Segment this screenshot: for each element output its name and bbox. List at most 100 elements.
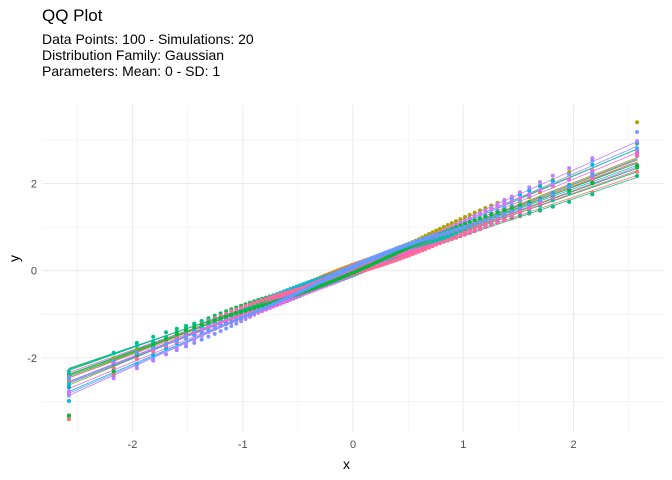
qq-point <box>413 250 418 255</box>
qq-point <box>472 226 477 231</box>
qq-point <box>413 248 418 253</box>
qq-point <box>477 223 482 228</box>
x-axis-label: x <box>343 456 350 472</box>
qq-point <box>256 308 261 313</box>
qq-point <box>397 246 402 251</box>
qq-point <box>297 286 302 291</box>
qq-point <box>252 306 257 311</box>
qq-point <box>590 162 595 167</box>
y-tick-label: 0 <box>31 266 37 278</box>
qq-point <box>404 246 409 251</box>
qq-point <box>483 209 488 214</box>
x-tick-label: 0 <box>350 439 356 451</box>
qq-point <box>407 253 412 258</box>
qq-point <box>151 345 156 350</box>
qq-point <box>300 282 305 287</box>
qq-point <box>401 255 406 260</box>
qq-point <box>509 202 514 207</box>
qq-point <box>199 330 204 335</box>
qq-point <box>477 208 482 213</box>
qq-point <box>184 341 189 346</box>
qq-point <box>247 312 252 317</box>
qq-point <box>467 223 472 228</box>
x-tick-label: -1 <box>238 439 248 451</box>
qq-point <box>66 417 71 422</box>
qq-point <box>407 249 412 254</box>
qq-point <box>454 230 459 235</box>
qq-point <box>635 129 640 134</box>
qq-point <box>111 376 116 381</box>
qq-point <box>509 209 514 214</box>
qq-point <box>192 337 197 342</box>
chart-title: QQ Plot <box>42 6 103 25</box>
qq-point <box>527 202 532 207</box>
qq-point <box>397 249 402 254</box>
qq-point <box>635 153 640 158</box>
qq-point <box>218 323 223 328</box>
qq-point <box>430 234 435 239</box>
qq-point <box>294 284 299 289</box>
qq-point <box>397 252 402 257</box>
qq-point <box>199 322 204 327</box>
qq-point <box>590 156 595 161</box>
qq-point <box>590 180 595 185</box>
qq-point <box>260 298 265 303</box>
qq-point <box>427 236 432 241</box>
qq-point <box>517 190 522 195</box>
qq-point <box>438 226 443 231</box>
qq-point <box>285 298 290 303</box>
qq-point <box>567 185 572 190</box>
qq-point <box>567 166 572 171</box>
qq-point <box>199 337 204 342</box>
qq-point <box>635 139 640 144</box>
qq-point <box>239 315 244 320</box>
qq-point <box>590 169 595 174</box>
qq-point <box>224 326 229 331</box>
qq-point <box>434 228 439 233</box>
qq-point <box>404 254 409 259</box>
qq-point <box>274 293 279 298</box>
qq-point <box>288 289 293 294</box>
qq-point <box>151 358 156 363</box>
qq-point <box>184 328 189 333</box>
qq-point <box>224 314 229 319</box>
qq-point <box>445 222 450 227</box>
qq-point <box>285 295 290 300</box>
qq-point <box>416 249 421 254</box>
qq-point <box>445 237 450 242</box>
qq-point <box>260 307 265 312</box>
qq-point <box>550 204 555 209</box>
qq-point <box>260 303 265 308</box>
qq-point <box>304 287 309 292</box>
qq-point <box>467 216 472 221</box>
qq-point <box>407 242 412 247</box>
qq-point <box>174 338 179 343</box>
qq-point <box>278 298 283 303</box>
qq-point <box>517 203 522 208</box>
qq-point <box>441 231 446 236</box>
qq-point <box>271 294 276 299</box>
qq-point <box>537 207 542 212</box>
qq-point <box>483 225 488 230</box>
qq-point <box>410 248 415 253</box>
qq-point <box>467 228 472 233</box>
qq-point <box>590 176 595 181</box>
qq-point <box>434 233 439 238</box>
qq-point <box>66 381 71 386</box>
qq-point <box>134 351 139 356</box>
qq-point <box>445 230 450 235</box>
qq-point <box>410 241 415 246</box>
qq-point <box>410 252 415 257</box>
qq-point <box>263 305 268 310</box>
qq-point <box>454 234 459 239</box>
qq-point <box>271 302 276 307</box>
qq-point <box>252 310 257 315</box>
qq-point <box>502 211 507 216</box>
qq-point <box>438 241 443 246</box>
qq-point <box>263 296 268 301</box>
qq-point <box>134 356 139 361</box>
qq-point <box>229 309 234 314</box>
qq-point <box>304 281 309 286</box>
qq-point <box>174 346 179 351</box>
qq-point <box>297 283 302 288</box>
